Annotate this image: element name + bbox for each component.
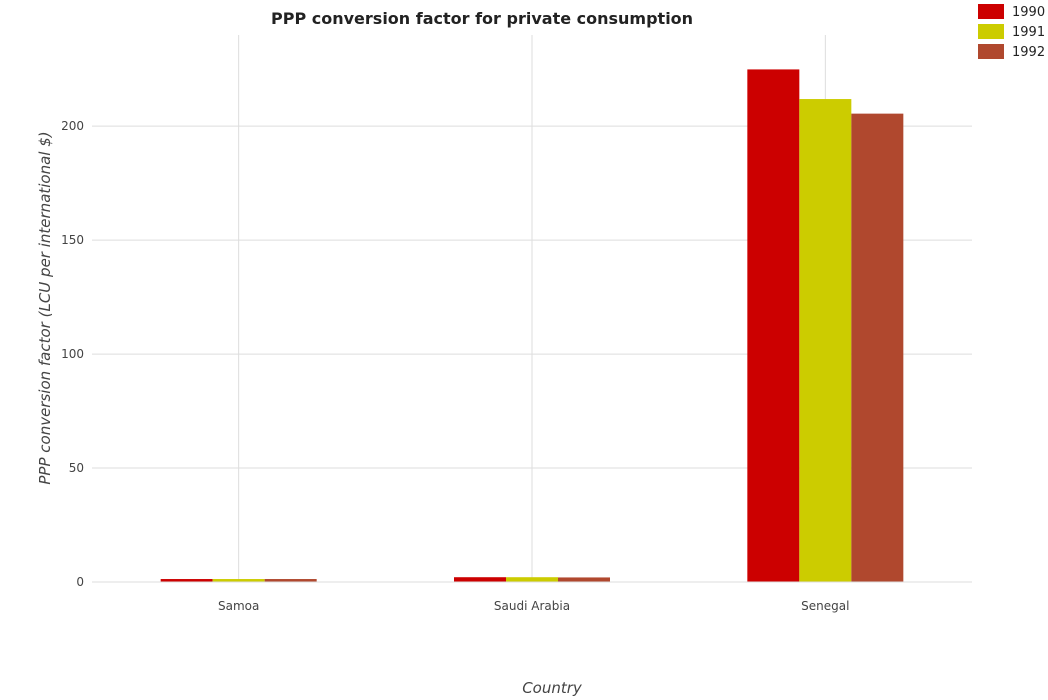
legend-label-1991: 1991: [1012, 25, 1045, 40]
x-tick-label: Saudi Arabia: [494, 599, 570, 613]
bar-1990-senegal: [747, 69, 800, 583]
bars: [160, 69, 904, 583]
bar-1991-senegal: [799, 99, 852, 582]
legend-swatch-1991: [978, 24, 1004, 39]
y-axis-label: PPP conversion factor (LCU per internati…: [36, 131, 54, 484]
bar-1992-senegal: [851, 113, 904, 582]
legend-swatch-1990: [978, 4, 1004, 19]
grid: [92, 35, 972, 583]
bar-1990-saudi-arabia: [454, 577, 506, 582]
bar-1992-samoa: [264, 579, 317, 582]
y-tick-label: 100: [61, 347, 84, 361]
bar-1990-samoa: [160, 579, 213, 582]
y-tick-label: 150: [61, 233, 84, 247]
legend-label-1992: 1992: [1012, 45, 1045, 60]
x-tick-label: Samoa: [218, 599, 259, 613]
x-axis-label: Country: [522, 679, 583, 697]
legend: 1990 1991 1992: [978, 4, 1045, 60]
legend-swatch-1992: [978, 44, 1004, 59]
bar-1992-saudi-arabia: [558, 577, 610, 582]
bar-1991-saudi-arabia: [506, 577, 558, 582]
x-tick-label: Senegal: [801, 599, 849, 613]
y-tick-label: 200: [61, 119, 84, 133]
bar-1991-samoa: [212, 579, 265, 582]
legend-label-1990: 1990: [1012, 5, 1045, 20]
axes: 0 50 100 150 200 Samoa Saudi Arabia Senegal: [61, 119, 972, 613]
chart-title: PPP conversion factor for private consum…: [271, 9, 693, 28]
y-tick-label: 0: [76, 575, 84, 589]
y-tick-label: 50: [69, 461, 84, 475]
